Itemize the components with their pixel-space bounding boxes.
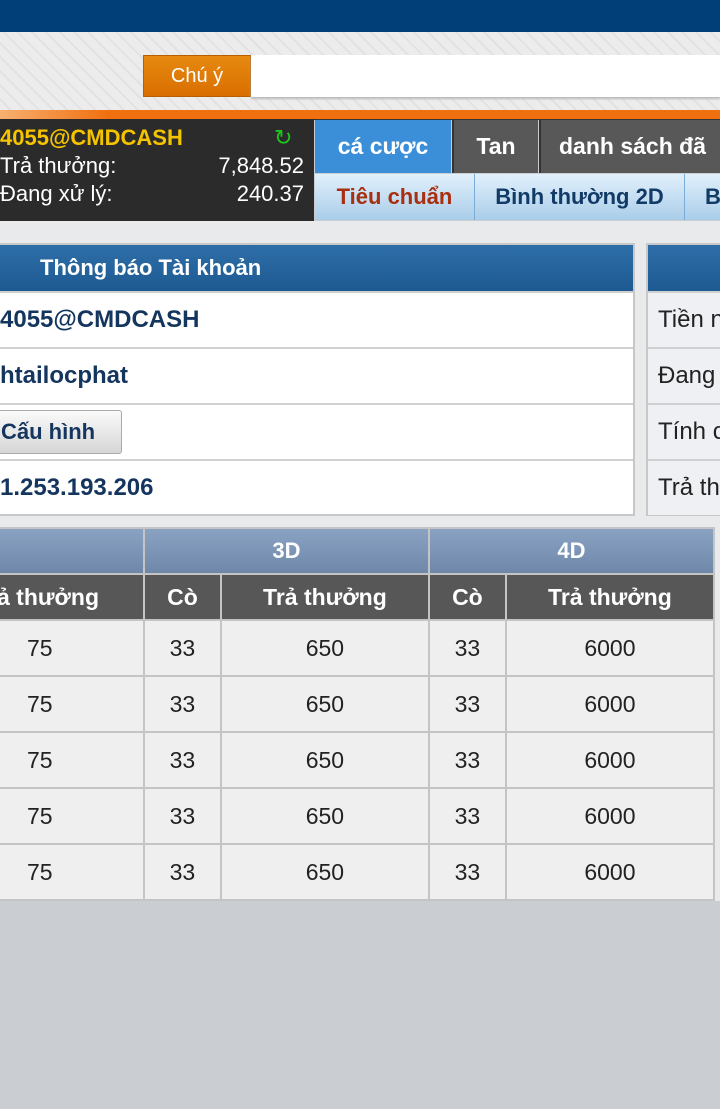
pending-label: Đang xử lý:: [0, 181, 113, 206]
table-cell: 33: [142, 843, 222, 901]
table-cell: 650: [219, 731, 430, 789]
table-row: 75 33 650 33 6000: [0, 787, 716, 845]
refresh-icon[interactable]: ↻: [274, 125, 293, 150]
group-header-4d: 4D: [427, 527, 716, 575]
table-cell: 75: [0, 843, 145, 901]
table-row: 75 33 650 33 6000: [0, 619, 716, 677]
tab-tan[interactable]: Tan: [452, 120, 538, 173]
balance-row: Trả th: [648, 459, 720, 515]
account-info-title: Thông báo Tài khoản: [0, 245, 633, 291]
divider: [0, 110, 720, 119]
balance-row: Tiền n: [648, 291, 720, 347]
subtab-more[interactable]: B: [685, 174, 720, 220]
table-cell: 33: [427, 787, 507, 845]
column-header: ả thưởng: [0, 573, 145, 621]
table-cell: 6000: [504, 843, 716, 901]
balance-row: Tính c: [648, 403, 720, 459]
table-cell: 75: [0, 787, 145, 845]
table-cell: 33: [142, 731, 222, 789]
table-row: 75 33 650 33 6000: [0, 843, 716, 901]
payout-label: Trả thưởng:: [0, 153, 117, 178]
column-header: Trả thưởng: [504, 573, 716, 621]
subtab-standard[interactable]: Tiêu chuẩn: [315, 174, 475, 220]
column-header: Trả thưởng: [219, 573, 430, 621]
table-cell: 33: [427, 843, 507, 901]
group-header-3d: 3D: [142, 527, 430, 575]
table-cell: 6000: [504, 731, 716, 789]
notice-button[interactable]: Chú ý: [143, 55, 251, 97]
table-row: 75 33 650 33 6000: [0, 731, 716, 789]
account-info-panel: Thông báo Tài khoản 4055@CMDCASH htailoc…: [0, 243, 635, 516]
table-cell: 33: [427, 731, 507, 789]
table-cell: 650: [219, 843, 430, 901]
balance-panel: Tiền n Đang Tính c Trả th: [646, 243, 720, 516]
column-header: Cò: [427, 573, 507, 621]
table-cell: 33: [427, 619, 507, 677]
table-cell: 33: [142, 619, 222, 677]
pending-value: 240.37: [236, 181, 304, 206]
table-cell: 75: [0, 731, 145, 789]
payout-value: 7,848.52: [218, 153, 304, 178]
top-bar: [0, 0, 720, 32]
column-header: Cò: [142, 573, 222, 621]
table-cell: 75: [0, 619, 145, 677]
account-ip: 1.253.193.206: [0, 459, 633, 515]
tab-list[interactable]: danh sách đã: [539, 120, 720, 173]
account-summary: 4055@CMDCASH ↻ Trả thưởng: 7,848.52 Đang…: [0, 119, 314, 221]
account-name: htailocphat: [0, 347, 633, 403]
notice-input[interactable]: [251, 55, 720, 97]
tab-betting[interactable]: cá cược: [315, 120, 451, 173]
table-cell: 650: [219, 787, 430, 845]
table-cell: 650: [219, 675, 430, 733]
table-cell: 650: [219, 619, 430, 677]
table-cell: 6000: [504, 675, 716, 733]
table-cell: 6000: [504, 619, 716, 677]
table-cell: 6000: [504, 787, 716, 845]
table-cell: 33: [142, 675, 222, 733]
table-cell: 33: [142, 787, 222, 845]
group-header: [0, 527, 145, 575]
username: 4055@CMDCASH: [0, 125, 183, 150]
table-cell: 75: [0, 675, 145, 733]
subtab-normal-2d[interactable]: Bình thường 2D: [475, 174, 685, 220]
account-username: 4055@CMDCASH: [0, 291, 633, 347]
balance-row: Đang: [648, 347, 720, 403]
config-button[interactable]: Cấu hình: [0, 410, 122, 454]
table-row: 75 33 650 33 6000: [0, 675, 716, 733]
odds-table: 3D 4D ả thưởng Cò Trả thưởng Cò Trả thưở…: [0, 527, 716, 901]
table-cell: 33: [427, 675, 507, 733]
